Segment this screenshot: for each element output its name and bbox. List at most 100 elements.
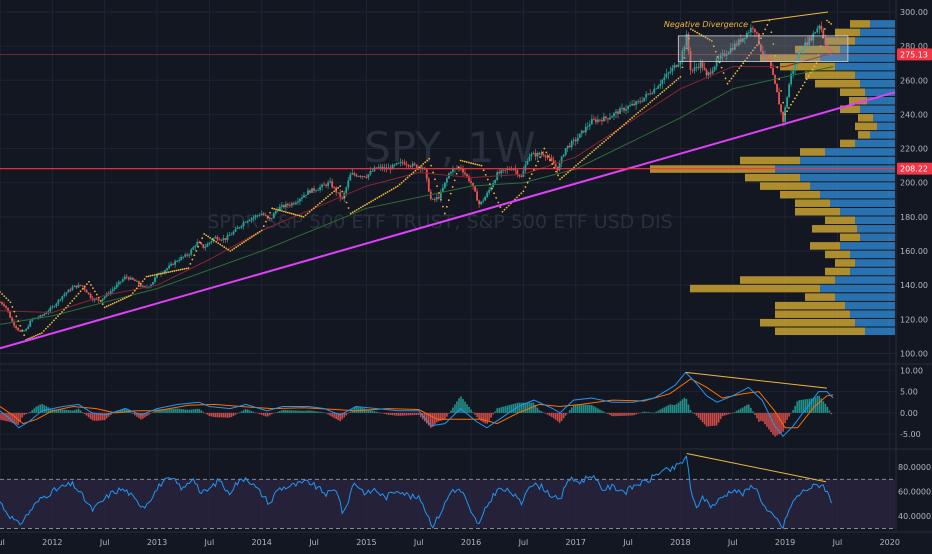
sar-dot bbox=[314, 205, 317, 208]
macd-histogram-bar-negative bbox=[208, 412, 211, 417]
ma-fast-line bbox=[0, 52, 834, 314]
sar-dot bbox=[472, 162, 475, 165]
sar-dot bbox=[211, 238, 214, 241]
candle-body-down bbox=[768, 58, 770, 61]
macd-histogram-bar-negative bbox=[760, 412, 762, 421]
macd-histogram-bar-positive bbox=[534, 404, 537, 413]
sar-dot bbox=[495, 197, 498, 199]
sar-dot bbox=[442, 205, 444, 208]
sar-dot bbox=[474, 163, 477, 165]
sar-dot bbox=[748, 54, 751, 57]
sar-dot bbox=[306, 212, 309, 215]
candle-body-down bbox=[359, 176, 362, 177]
macd-histogram-bar-positive bbox=[289, 410, 291, 413]
macd-histogram-bar-positive bbox=[744, 406, 746, 413]
macd-pane[interactable] bbox=[0, 371, 834, 438]
sar-dot bbox=[522, 190, 525, 193]
macd-histogram-bar-positive bbox=[246, 409, 249, 413]
sar-dot bbox=[557, 174, 559, 177]
candle-body-down bbox=[772, 68, 774, 76]
candle-body-down bbox=[516, 170, 519, 175]
macd-histogram-bar-negative bbox=[220, 412, 223, 418]
sar-dot bbox=[770, 31, 773, 34]
macd-histogram-bar-negative bbox=[134, 412, 136, 416]
macd-histogram-bar-positive bbox=[176, 408, 178, 413]
sar-dot bbox=[0, 291, 1, 293]
candle-body-down bbox=[353, 173, 356, 175]
sar-dot bbox=[589, 152, 591, 155]
sar-dot bbox=[185, 267, 188, 270]
x-tick-label: 2017 bbox=[566, 538, 586, 547]
macd-histogram-bar-negative bbox=[23, 412, 25, 416]
sar-dot bbox=[175, 269, 178, 272]
macd-histogram-bar-positive bbox=[540, 411, 543, 413]
candle-body-up bbox=[800, 51, 803, 53]
sar-dot bbox=[486, 178, 489, 181]
candle-body-up bbox=[135, 281, 138, 282]
macd-histogram-bar-negative bbox=[146, 412, 148, 417]
candle-body-down bbox=[3, 304, 5, 306]
macd-histogram-bar-positive bbox=[274, 412, 277, 414]
macd-histogram-bar-negative bbox=[558, 412, 561, 423]
sar-dot bbox=[382, 193, 385, 196]
volume-profile-bar-down bbox=[810, 242, 840, 250]
macd-histogram-bar-positive bbox=[651, 412, 654, 414]
sar-dot bbox=[286, 211, 289, 214]
rsi-pane[interactable] bbox=[0, 455, 895, 530]
sar-dot bbox=[159, 272, 162, 275]
sar-dot bbox=[71, 299, 74, 302]
candle-body-up bbox=[184, 254, 187, 257]
macd-histogram-bar-positive bbox=[508, 405, 511, 413]
price-tick-label: 260.00 bbox=[900, 76, 928, 85]
sar-dot bbox=[766, 24, 769, 26]
volume-profile-bar-up bbox=[835, 276, 895, 284]
macd-histogram-bar-negative bbox=[218, 412, 221, 418]
sar-dot bbox=[426, 159, 429, 162]
sar-dot bbox=[805, 78, 808, 81]
candle-body-up bbox=[73, 285, 76, 288]
sar-dot bbox=[59, 313, 61, 315]
candle-body-down bbox=[470, 181, 472, 183]
price-pane[interactable] bbox=[0, 19, 896, 350]
candle-body-down bbox=[548, 157, 551, 159]
candle-body-up bbox=[67, 289, 70, 293]
resistance-price-label-bg bbox=[897, 162, 932, 175]
candle-body-down bbox=[87, 292, 90, 294]
macd-tick-label: 5.00 bbox=[900, 388, 918, 397]
sar-dot bbox=[447, 199, 450, 202]
macd-histogram-bar-negative bbox=[413, 412, 416, 416]
sar-dot bbox=[275, 208, 277, 211]
candle-body-down bbox=[466, 174, 468, 177]
candle-body-up bbox=[808, 37, 811, 45]
macd-histogram-bar-positive bbox=[198, 408, 201, 413]
x-tick-label: 2014 bbox=[252, 538, 272, 547]
candle-body-up bbox=[590, 119, 593, 125]
candle-body-up bbox=[357, 176, 360, 177]
macd-histogram-bar-positive bbox=[510, 404, 513, 413]
sar-dot bbox=[689, 28, 692, 30]
candle-body-down bbox=[264, 215, 267, 216]
macd-histogram-bar-negative bbox=[341, 412, 344, 420]
candle-body-up bbox=[303, 195, 305, 198]
candle-body-up bbox=[379, 166, 382, 168]
candle-body-down bbox=[735, 43, 738, 46]
macd-histogram-bar-positive bbox=[79, 410, 82, 413]
macd-histogram-bar-positive bbox=[520, 402, 523, 413]
candle-body-down bbox=[107, 293, 110, 295]
candle-body-down bbox=[0, 302, 1, 304]
sar-dot bbox=[264, 220, 267, 223]
macd-histogram-bar-negative bbox=[444, 412, 446, 420]
candle-body-up bbox=[260, 213, 263, 216]
candle-body-up bbox=[361, 176, 364, 177]
macd-histogram-bar-negative bbox=[562, 412, 565, 419]
sar-dot bbox=[603, 140, 605, 143]
sar-dot bbox=[374, 198, 377, 201]
candle-body-down bbox=[552, 160, 555, 165]
macd-histogram-bar-negative bbox=[607, 412, 609, 414]
macd-histogram-bar-negative bbox=[438, 412, 440, 422]
candle-body-up bbox=[816, 28, 819, 33]
candle-body-down bbox=[780, 104, 782, 112]
sar-dot bbox=[90, 284, 92, 286]
macd-histogram-bar-positive bbox=[283, 409, 285, 413]
sar-dot bbox=[482, 169, 485, 172]
